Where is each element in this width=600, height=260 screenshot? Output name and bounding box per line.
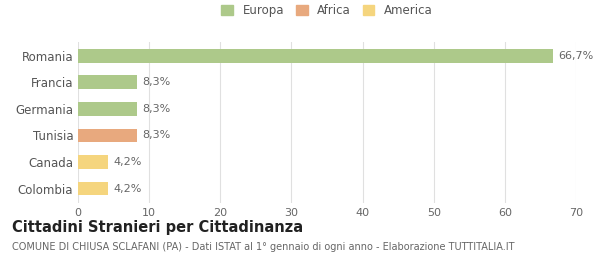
- Text: 4,2%: 4,2%: [113, 157, 142, 167]
- Bar: [78, 182, 108, 196]
- Bar: [78, 129, 137, 142]
- Text: 8,3%: 8,3%: [143, 104, 171, 114]
- Bar: [78, 49, 553, 63]
- Legend: Europa, Africa, America: Europa, Africa, America: [217, 0, 437, 22]
- Text: 4,2%: 4,2%: [113, 184, 142, 194]
- Text: Cittadini Stranieri per Cittadinanza: Cittadini Stranieri per Cittadinanza: [12, 220, 303, 235]
- Text: 8,3%: 8,3%: [143, 77, 171, 87]
- Bar: [78, 75, 137, 89]
- Text: 66,7%: 66,7%: [558, 51, 593, 61]
- Text: 8,3%: 8,3%: [143, 131, 171, 140]
- Text: COMUNE DI CHIUSA SCLAFANI (PA) - Dati ISTAT al 1° gennaio di ogni anno - Elabora: COMUNE DI CHIUSA SCLAFANI (PA) - Dati IS…: [12, 242, 515, 252]
- Bar: [78, 102, 137, 116]
- Bar: [78, 155, 108, 169]
